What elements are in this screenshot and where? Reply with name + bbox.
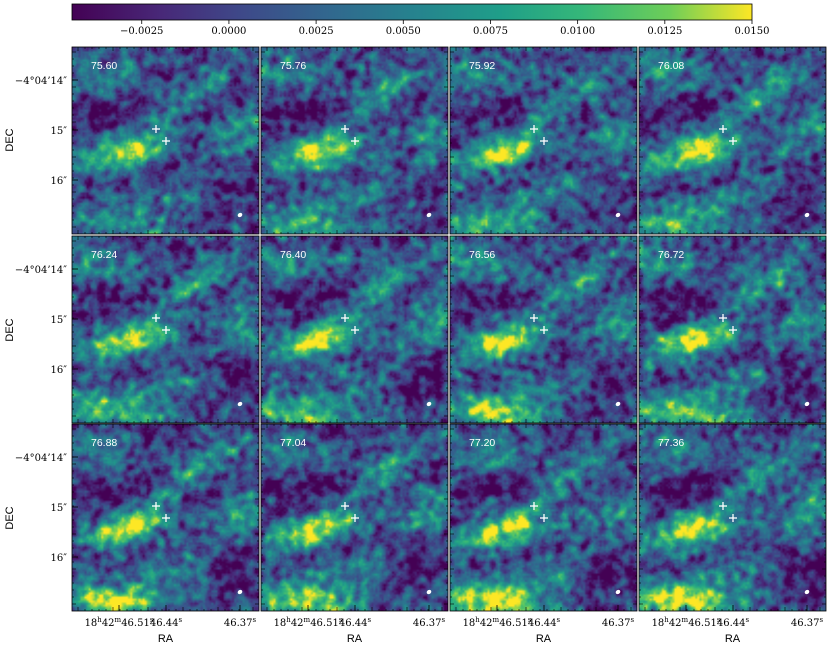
x-tick-label: 46.37s xyxy=(602,616,635,629)
panel-frame xyxy=(449,423,638,612)
colorbar-tick-label: 0.0075 xyxy=(473,26,508,37)
panel-frame xyxy=(260,423,449,612)
y-axis: −4°04’14″ 15″ 16″ −4°04’14″ 15″ 16″ −4°04’14″ 1… xyxy=(15,76,78,564)
colorbar-tick-label: 0.0150 xyxy=(735,26,770,37)
velocity-label: 76.72 xyxy=(658,249,684,261)
velocity-label: 77.04 xyxy=(280,437,306,449)
y-axis-title-row-2: DEC xyxy=(4,318,16,341)
beam-ellipse xyxy=(237,212,243,218)
panel-frame xyxy=(638,423,827,612)
beam-ellipse xyxy=(426,212,432,218)
colorbar-bar xyxy=(71,3,753,21)
channel-panel: 75.92 xyxy=(449,46,638,235)
colorbar-tick-label: 0.0125 xyxy=(647,26,682,37)
channel-panel: 77.04 xyxy=(260,423,449,612)
channel-panel: 77.20 xyxy=(449,423,638,612)
panel-frame xyxy=(71,423,260,612)
colorbar-tick-label: 0.0025 xyxy=(299,26,334,37)
y-tick-label: −4°04’14″ xyxy=(15,76,67,87)
channel-panel: 76.88 xyxy=(71,423,260,612)
velocity-label: 76.40 xyxy=(280,249,306,261)
y-tick-label: 16″ xyxy=(51,176,68,187)
x-tick-label: 18h42m46.51s xyxy=(463,616,532,629)
panel-frame xyxy=(260,46,449,235)
beam-ellipse xyxy=(426,589,432,595)
y-axis-title-row-3: DEC xyxy=(4,506,16,529)
beam-ellipse xyxy=(615,401,621,407)
x-tick-label: 18h42m46.51s xyxy=(652,616,721,629)
beam-ellipse xyxy=(237,401,243,407)
x-tick-label: 46.37s xyxy=(413,616,446,629)
panel-frame xyxy=(638,235,827,424)
beam-ellipse xyxy=(804,212,810,218)
panel-frame xyxy=(260,235,449,424)
panel-frame xyxy=(71,46,260,235)
x-tick-label: 18h42m46.51s xyxy=(274,616,343,629)
channel-panel: 77.36 xyxy=(638,423,827,612)
velocity-label: 77.36 xyxy=(658,437,684,449)
y-tick-label: 15″ xyxy=(51,503,68,514)
panel-frame xyxy=(638,46,827,235)
velocity-label: 76.08 xyxy=(658,60,684,72)
x-axis-title: RA xyxy=(158,633,174,645)
colorbar-tick-label: −0.0025 xyxy=(120,26,163,37)
panel-frame xyxy=(449,46,638,235)
colorbar-ticks: −0.0025 0.0000 0.0025 0.0050 0.0075 0.0100 0.0… xyxy=(120,20,770,37)
channel-panel: 76.40 xyxy=(260,235,449,424)
channel-panel: 76.08 xyxy=(638,46,827,235)
beam-ellipse xyxy=(426,401,432,407)
channel-panel: 76.56 xyxy=(449,235,638,424)
y-tick-label: 16″ xyxy=(51,365,68,376)
beam-ellipse xyxy=(804,589,810,595)
beam-ellipse xyxy=(615,589,621,595)
panel-frame xyxy=(449,235,638,424)
velocity-label: 77.20 xyxy=(469,437,495,449)
x-tick-label: 46.44s xyxy=(150,616,183,629)
colorbar-tick-label: 0.0100 xyxy=(560,26,595,37)
channel-panel: 76.72 xyxy=(638,235,827,424)
colorbar-tick-label: 0.0000 xyxy=(211,26,246,37)
velocity-label: 75.76 xyxy=(280,60,306,72)
velocity-label: 75.60 xyxy=(91,60,117,72)
velocity-label: 76.56 xyxy=(469,249,495,261)
y-tick-label: 15″ xyxy=(51,315,68,326)
beam-ellipse xyxy=(804,401,810,407)
channel-panel: 75.76 xyxy=(260,46,449,235)
x-tick-label: 46.37s xyxy=(224,616,257,629)
velocity-label: 75.92 xyxy=(469,60,495,72)
panel-frame xyxy=(71,235,260,424)
y-tick-label: 16″ xyxy=(51,553,68,564)
beam-ellipse xyxy=(237,589,243,595)
channel-panel: 75.60 xyxy=(71,46,260,235)
panel-grid: 75.60 75.76 75.92 76.08 76.24 76.40 76.56 76.72… xyxy=(71,46,827,612)
beam-ellipse xyxy=(615,212,621,218)
x-tick-label: 18h42m46.51s xyxy=(85,616,154,629)
x-tick-label: 46.44s xyxy=(528,616,561,629)
velocity-label: 76.88 xyxy=(91,437,117,449)
x-axis-title: RA xyxy=(347,633,363,645)
x-axis-title: RA xyxy=(725,633,741,645)
y-axis-title-row-1: DEC xyxy=(4,128,16,151)
velocity-label: 76.24 xyxy=(91,249,117,261)
y-tick-label: −4°04’14″ xyxy=(15,265,67,276)
channel-panel: 76.24 xyxy=(71,235,260,424)
x-tick-label: 46.44s xyxy=(339,616,372,629)
y-tick-label: 15″ xyxy=(51,126,68,137)
colorbar-tick-label: 0.0050 xyxy=(386,26,421,37)
colorbar: −0.0025 0.0000 0.0025 0.0050 0.0075 0.0100 0.0… xyxy=(71,3,770,37)
y-tick-label: −4°04’14″ xyxy=(15,453,67,464)
x-tick-label: 46.44s xyxy=(717,616,750,629)
x-tick-label: 46.37s xyxy=(791,616,824,629)
x-axis-title: RA xyxy=(536,633,552,645)
